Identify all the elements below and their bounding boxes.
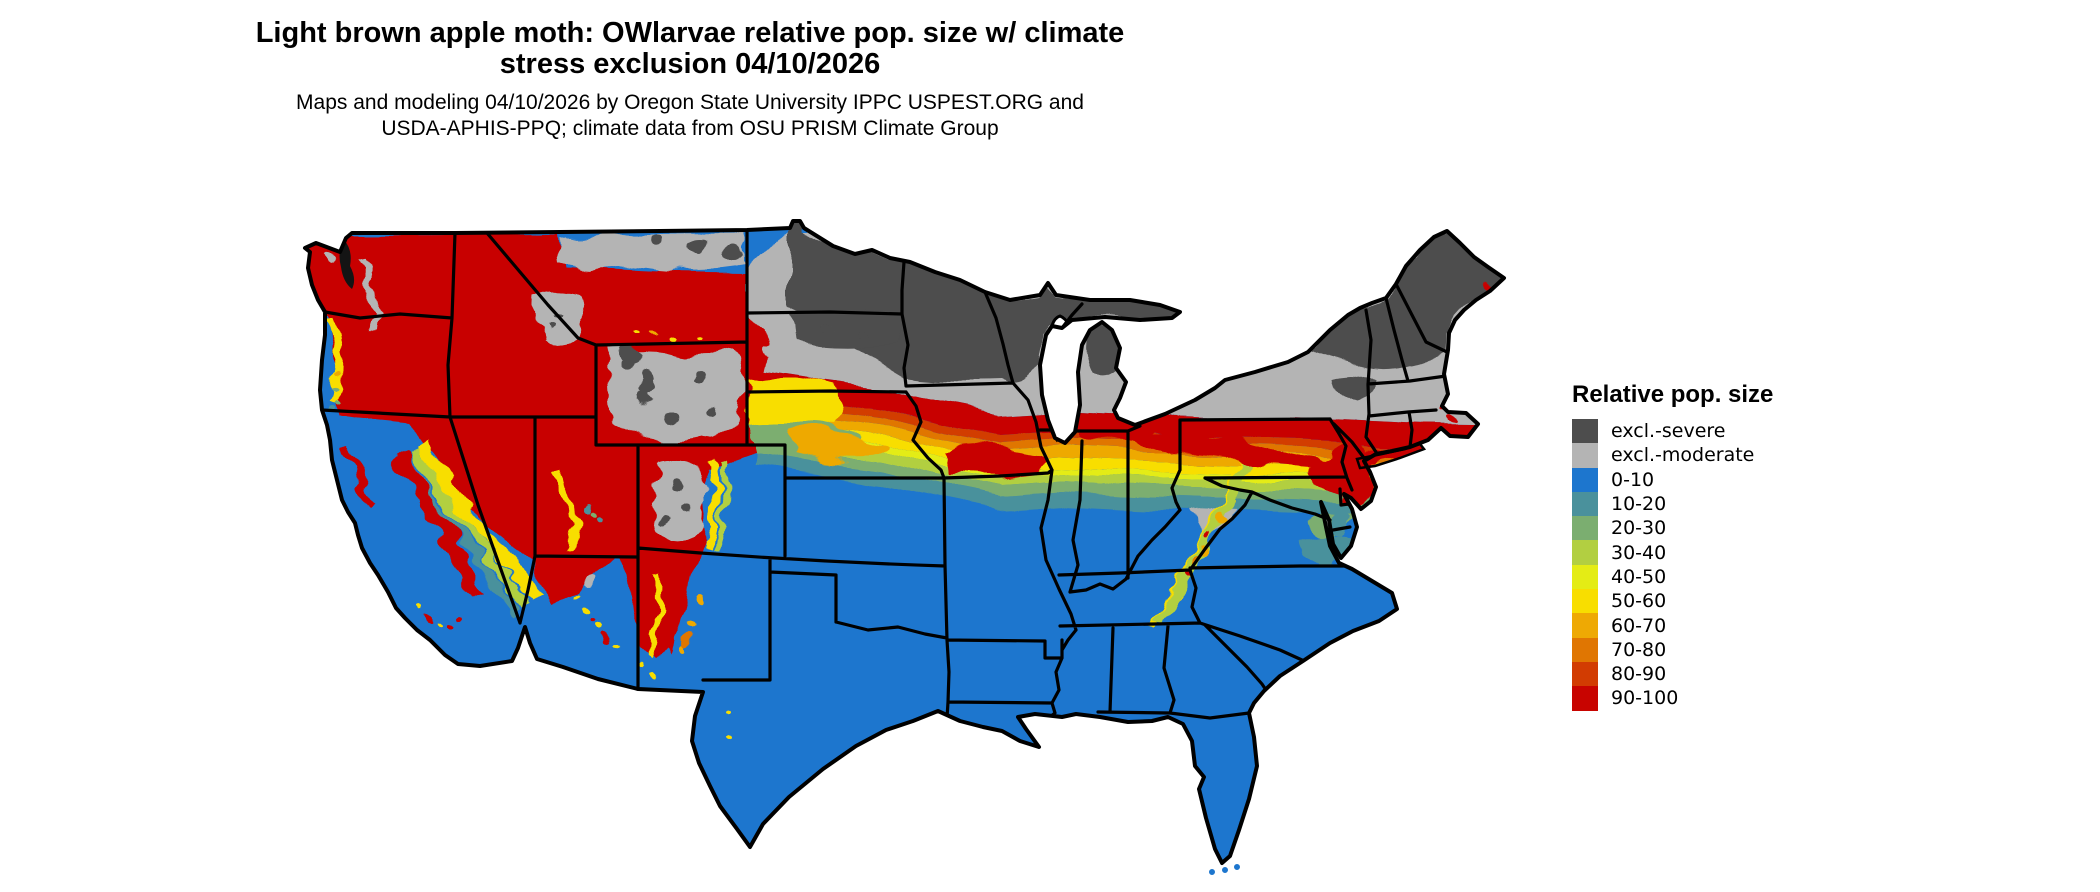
legend-item: excl.-severe [1572, 419, 1832, 444]
page-subtitle-line1: Maps and modeling 04/10/2026 by Oregon S… [296, 91, 1084, 114]
darkgray-lower-michigan [1086, 326, 1118, 375]
legend-swatch [1572, 491, 1598, 517]
legend-item-label: excl.-moderate [1611, 444, 1755, 467]
legend-item-label: 30-40 [1611, 541, 1667, 564]
region-90-100-west [308, 234, 770, 660]
legend-item-label: 70-80 [1611, 638, 1667, 661]
legend-item-label: 60-70 [1611, 614, 1667, 637]
legend-swatch [1572, 443, 1598, 468]
legend-swatch [1572, 637, 1598, 662]
lightgray-colorado [654, 461, 704, 542]
legend-item-label: 10-20 [1611, 493, 1667, 516]
gold-nebraska-panhandle [747, 375, 840, 430]
legend-item: 40-50 [1572, 564, 1832, 590]
legend-swatch [1572, 516, 1598, 541]
page-title: Light brown apple moth: OWlarvae relativ… [0, 18, 1380, 80]
band-10-20 [755, 452, 1504, 522]
sierra-nevada [393, 450, 483, 599]
lightgray-montana-strip [558, 233, 745, 269]
darkgray-dots [545, 234, 1306, 524]
darkgray-south-dakota-strip [790, 314, 901, 346]
red-west-main [308, 234, 770, 660]
new-mexico-gold [646, 569, 664, 657]
legend-swatch [1572, 540, 1598, 565]
legend-item-label: 20-30 [1611, 517, 1667, 540]
new-mexico-red [666, 559, 685, 651]
accents-60-70 [333, 329, 1226, 649]
legend-swatch [1572, 419, 1598, 444]
red-ohio-valley [1128, 431, 1325, 470]
page-title-line2: stress exclusion 04/10/2026 [499, 48, 881, 80]
willamette-valley [326, 318, 342, 404]
legend: Relative pop. size excl.-severe excl.-mod… [1572, 381, 1832, 711]
legend-item: 60-70 [1572, 613, 1832, 638]
page-title-line1: Light brown apple moth: OWlarvae relativ… [255, 17, 1125, 49]
legend-item: 90-100 [1572, 686, 1832, 711]
nevada-fringe [414, 438, 541, 601]
legend-item-label: 80-90 [1611, 663, 1667, 686]
legend-swatch [1572, 661, 1598, 687]
colorado-front-fringe [706, 460, 720, 550]
legend-swatch [1572, 589, 1598, 614]
legend-item-label: 90-100 [1611, 687, 1679, 710]
puget-sound [339, 240, 355, 289]
legend-item: 30-40 [1572, 540, 1832, 565]
legend-item: 20-30 [1572, 516, 1832, 541]
legend-item-label: 50-60 [1611, 590, 1667, 613]
legend-swatch [1572, 467, 1598, 492]
accents-90-100 [344, 285, 1493, 651]
colorado-ygreen [716, 465, 728, 552]
region-excl-severe-mountain [545, 234, 1306, 524]
us-outline [303, 219, 1506, 865]
red-south-iowa [945, 444, 1049, 478]
nevada-ygreen [408, 446, 532, 610]
legend-item-label: excl.-severe [1611, 420, 1726, 443]
red-strokes [344, 442, 685, 651]
utah-valleys [556, 468, 578, 554]
florida-keys [1209, 864, 1240, 875]
legend-item: 10-20 [1572, 491, 1832, 517]
legend-item: 0-10 [1572, 467, 1832, 492]
legend-swatch [1572, 686, 1598, 711]
legend-title: Relative pop. size [1572, 381, 1774, 408]
red-long-island [1357, 445, 1425, 468]
band-90-100 [755, 369, 1504, 447]
legend-items: excl.-severe excl.-moderate 0-10 10-20 20-30… [1572, 419, 1832, 711]
long-island-outline [1355, 442, 1427, 470]
orange-nebraska [792, 430, 890, 459]
legend-item: excl.-moderate [1572, 443, 1832, 468]
legend-swatch [1572, 613, 1598, 638]
legend-item: 70-80 [1572, 637, 1832, 662]
cascades-ridge [362, 255, 377, 333]
legend-item-label: 0-10 [1611, 468, 1655, 491]
state-borders [320, 226, 1449, 722]
legend-item: 80-90 [1572, 661, 1832, 687]
california-coast-range [344, 442, 373, 508]
legend-item: 50-60 [1572, 589, 1832, 614]
page-subtitle: Maps and modeling 04/10/2026 by Oregon S… [0, 90, 1380, 142]
legend-item-label: 40-50 [1611, 565, 1667, 588]
lightgray-wyoming [608, 348, 744, 440]
legend-swatch [1572, 564, 1598, 590]
state-border-lines [320, 226, 1449, 722]
page-subtitle-line2: USDA-APHIS-PPQ; climate data from OSU PR… [381, 117, 999, 140]
